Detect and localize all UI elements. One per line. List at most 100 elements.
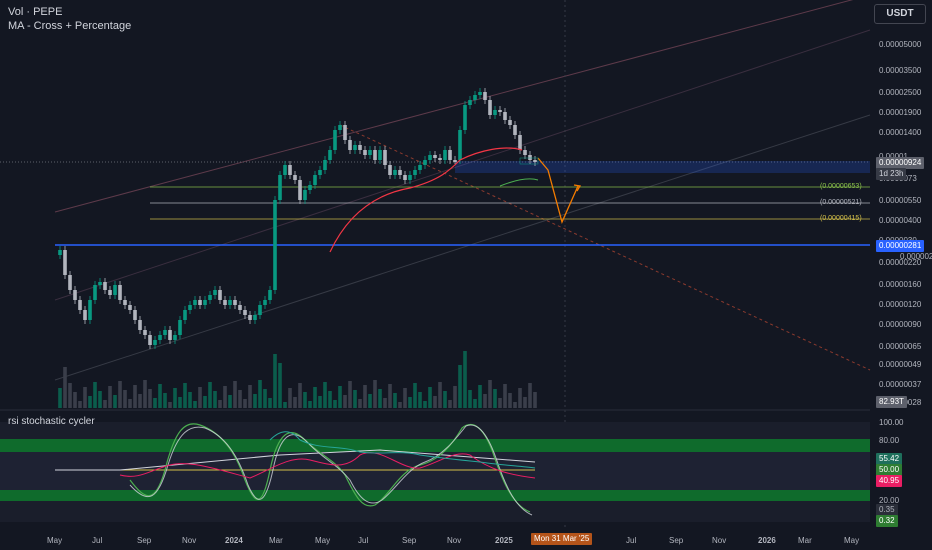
fib-label: (0.00000653) <box>820 183 862 190</box>
volume-bar <box>478 385 482 408</box>
candle-body <box>253 315 257 320</box>
volume-bar <box>338 386 342 408</box>
legend-ma-indicator[interactable]: MA - Cross + Percentage <box>8 20 132 32</box>
volume-bar <box>128 399 132 408</box>
candle-body <box>518 135 522 150</box>
price-tick: 0.00000550 <box>879 196 922 205</box>
candle-body <box>298 180 302 200</box>
candle-body <box>288 165 292 175</box>
fib-label: (0.00000415) <box>820 215 862 222</box>
volume-bar <box>348 381 352 408</box>
volume-bar <box>278 363 282 408</box>
candle-body <box>88 300 92 320</box>
candle-body <box>273 200 277 290</box>
price-tick-partial: 0.0000028 <box>900 252 932 261</box>
time-tick: Jul <box>92 536 103 545</box>
rsi-red-line <box>119 452 536 479</box>
volume-bar <box>498 398 502 408</box>
volume-bar <box>213 391 217 408</box>
candle-body <box>213 290 217 295</box>
candle-body <box>448 150 452 160</box>
price-tick: 0.00000160 <box>879 280 922 289</box>
volume-bar <box>453 386 457 408</box>
volume-bar <box>448 400 452 408</box>
projection-path <box>537 157 579 224</box>
countdown-badge: 1d 23h <box>876 168 907 180</box>
volume-bar <box>193 401 197 408</box>
price-tick: 0.00000400 <box>879 216 922 225</box>
volume-bar <box>468 390 472 408</box>
volume-bar <box>138 394 142 408</box>
candle-body <box>468 100 472 105</box>
volume-bar <box>238 390 242 408</box>
candle-body <box>418 165 422 170</box>
osc-value-badge: 0.32 <box>876 515 898 527</box>
time-tick: Jul <box>626 536 637 545</box>
volume-bar <box>178 397 182 408</box>
volume-bar <box>123 390 127 408</box>
volume-bar <box>323 382 327 408</box>
volume-bar <box>433 396 437 408</box>
candle-body <box>128 305 132 310</box>
candle-body <box>488 100 492 115</box>
volume-bar <box>68 383 72 408</box>
volume-bar <box>403 388 407 408</box>
price-tick: 0.00000120 <box>879 300 922 309</box>
candle-body <box>228 300 232 305</box>
candle-body <box>438 158 442 160</box>
volume-bar <box>303 392 307 408</box>
candle-body <box>323 160 327 170</box>
volume-bar <box>318 396 322 408</box>
candle-body <box>108 290 112 295</box>
candle-body <box>113 285 117 295</box>
candle-body <box>218 290 222 300</box>
candle-body <box>238 305 242 310</box>
candle-body <box>278 175 282 200</box>
volume-bar <box>458 365 462 408</box>
currency-button[interactable]: USDT <box>874 4 926 24</box>
candle-body <box>133 310 137 320</box>
time-tick: Jul <box>358 536 369 545</box>
candle-body <box>68 275 72 290</box>
volume-bar <box>228 395 232 408</box>
candle-body <box>148 335 152 345</box>
volume-bar <box>83 387 87 408</box>
volume-bar <box>263 389 267 408</box>
candle-body <box>153 340 157 345</box>
volume-bar <box>368 394 372 408</box>
candle-body <box>248 315 252 320</box>
volume-bar <box>288 388 292 408</box>
candle-body <box>223 300 227 305</box>
candle-body <box>478 92 482 95</box>
candle-body <box>73 290 77 300</box>
price-candles <box>58 88 537 349</box>
volume-bar <box>483 394 487 408</box>
candle-body <box>398 170 402 175</box>
volume-bar <box>363 385 367 408</box>
price-tick: 0.00001900 <box>879 108 922 117</box>
volume-bar <box>203 396 207 408</box>
candle-body <box>118 285 122 300</box>
candle-body <box>348 140 352 150</box>
candle-body <box>343 125 347 140</box>
osc-value-badge: 40.95 <box>876 475 903 487</box>
candle-body <box>388 165 392 175</box>
volume-bar <box>388 384 392 408</box>
candle-body <box>243 310 247 315</box>
candle-body <box>528 155 532 160</box>
candle-body <box>168 330 172 340</box>
hline-price-badge: 0.00000281 <box>876 240 925 252</box>
time-tick: Sep <box>402 536 417 545</box>
oscillator-title[interactable]: rsi stochastic cycler <box>8 416 95 427</box>
legend-volume[interactable]: Vol · PEPE <box>8 6 63 18</box>
volume-bar <box>503 384 507 408</box>
volume-bar <box>208 382 212 408</box>
time-tick: Nov <box>182 536 197 545</box>
candle-body <box>93 285 97 300</box>
price-tick: 0.00001400 <box>879 128 922 137</box>
volume-bar <box>268 398 272 408</box>
volume-bar <box>113 395 117 408</box>
volume-bar <box>353 390 357 408</box>
volume-bar <box>413 383 417 408</box>
